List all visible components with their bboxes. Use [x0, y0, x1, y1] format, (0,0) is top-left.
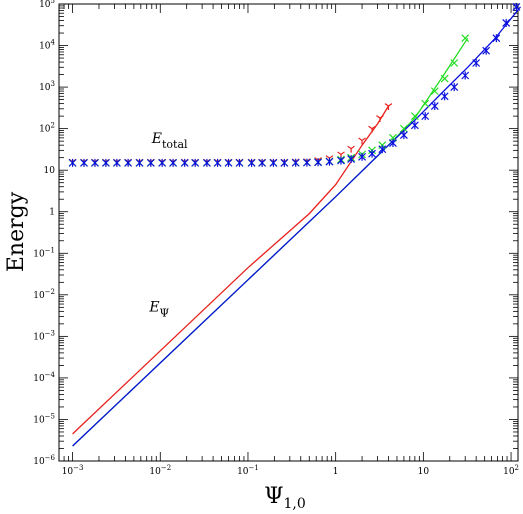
axis-ticks: 10−3 10−2 10−1 1 10 102 10−6 10−5 10−4 10−3 10−2 10… — [33, 0, 519, 477]
data-point — [91, 158, 99, 167]
annotation-0: Etotal — [151, 131, 188, 151]
data-point — [169, 158, 178, 167]
data-point — [461, 34, 470, 43]
data-point — [461, 71, 470, 80]
data-point — [191, 158, 200, 167]
x-tick-label: 10−1 — [237, 464, 259, 477]
data-point — [280, 158, 289, 167]
series-line-0 — [72, 105, 390, 435]
data-point — [421, 112, 430, 121]
data-point — [440, 92, 449, 101]
x-tick-label: 1 — [333, 467, 339, 477]
data-point — [213, 158, 222, 167]
data-point — [112, 158, 121, 167]
data-point — [440, 74, 449, 83]
data-point — [482, 46, 491, 55]
data-point — [269, 158, 278, 167]
data-point — [291, 158, 300, 167]
data-point — [512, 2, 521, 11]
x-tick-label: 10−3 — [62, 464, 84, 477]
data-point — [314, 158, 322, 167]
data-point — [502, 18, 511, 27]
data-point — [258, 158, 267, 167]
data-point — [124, 158, 133, 167]
y-tick-label: 10−1 — [33, 246, 55, 259]
y-tick-label: 10−4 — [33, 371, 55, 384]
data-point — [347, 155, 356, 164]
y-tick-label: 10−3 — [33, 329, 55, 342]
data-point — [235, 158, 244, 167]
y-tick-label: 10 — [44, 166, 56, 176]
data-point — [376, 115, 384, 123]
data-point — [450, 83, 459, 92]
data-point — [202, 158, 211, 167]
data-point — [430, 87, 439, 96]
data-point — [224, 158, 233, 167]
data-point — [421, 99, 430, 108]
data-point — [472, 59, 481, 68]
data-point — [102, 158, 110, 167]
y-axis-title: Energy — [4, 191, 29, 272]
y-tick-label: 103 — [39, 80, 55, 93]
data-point — [410, 112, 419, 121]
data-point — [368, 125, 376, 133]
series-line-2 — [72, 6, 522, 447]
data-point — [247, 158, 256, 167]
data-point — [146, 158, 155, 167]
data-point — [450, 59, 459, 67]
y-tick-label: 102 — [39, 122, 55, 135]
y-tick-label: 10−2 — [33, 288, 55, 301]
y-tick-label: 1 — [49, 208, 55, 218]
data-point — [68, 158, 77, 167]
data-point — [358, 137, 366, 145]
data-point — [368, 149, 376, 158]
data-point — [135, 158, 144, 167]
y-tick-label: 10−6 — [33, 454, 55, 467]
data-point — [325, 157, 334, 166]
data-point — [430, 102, 439, 111]
data-point — [347, 145, 355, 153]
y-tick-label: 10−5 — [33, 412, 55, 425]
y-tick-label: 105 — [39, 0, 55, 10]
y-tick-label: 104 — [39, 39, 55, 52]
annotation-1: EΨ — [148, 299, 169, 319]
data-point — [158, 158, 167, 167]
data-point — [384, 103, 393, 111]
data-point — [399, 124, 408, 133]
data-point — [302, 158, 311, 167]
data-point — [337, 156, 345, 165]
series-lines — [72, 6, 522, 447]
data-point — [180, 158, 189, 167]
data-point — [410, 121, 419, 130]
x-axis-title: Ψ1,0 — [264, 484, 306, 512]
series-line-1 — [72, 37, 469, 447]
x-tick-label: 10 — [418, 467, 430, 477]
data-point — [80, 158, 88, 167]
data-point — [492, 34, 501, 43]
x-tick-label: 10−2 — [149, 464, 171, 477]
annotations: Etotal EΨ — [148, 131, 188, 319]
data-point — [358, 152, 366, 161]
data-point — [389, 139, 397, 148]
data-point — [399, 131, 408, 140]
plot-frame — [58, 3, 519, 462]
x-tick-label: 102 — [503, 464, 519, 477]
series-markers — [68, 2, 521, 167]
data-point — [378, 145, 387, 154]
